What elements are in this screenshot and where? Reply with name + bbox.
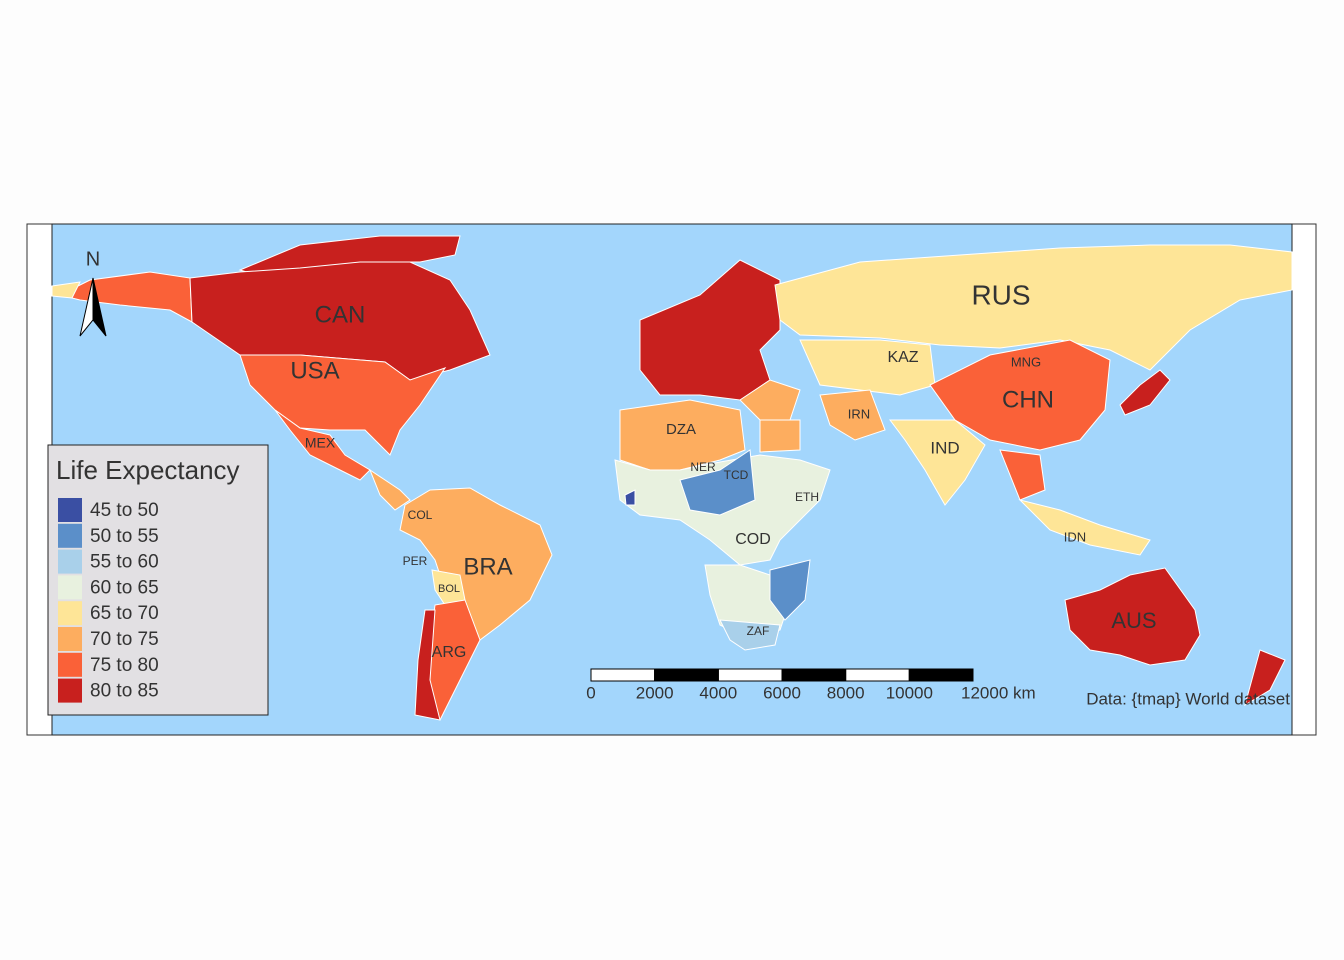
country-label: MEX (305, 435, 336, 451)
country-label: NER (690, 460, 716, 474)
scale-segment (654, 668, 719, 682)
country-label: CAN (315, 301, 366, 328)
country-label: COD (735, 531, 771, 548)
scale-label: 12000 km (961, 683, 1036, 702)
country-label: TCD (724, 468, 749, 482)
legend-swatch (58, 678, 82, 703)
country-labels: CAN USA MEX COL PER BRA BOL ARG RUS KAZ … (290, 279, 1156, 661)
scale-label: 4000 (699, 683, 737, 702)
scale-label: 6000 (763, 683, 801, 702)
scale-label: 0 (586, 683, 595, 702)
country-label: BOL (438, 583, 460, 595)
country-label: DZA (666, 421, 696, 438)
legend-label: 65 to 70 (90, 603, 159, 624)
scale-segment (908, 668, 974, 682)
country-label: ARG (432, 644, 467, 661)
legend-swatch (58, 627, 82, 651)
legend-box (47, 444, 269, 716)
country-label: RUS (971, 279, 1030, 310)
country-label: MNG (1011, 354, 1041, 369)
legend-swatch (58, 601, 82, 626)
scale-label: 10000 (886, 683, 933, 702)
country-label: ETH (795, 490, 819, 504)
scale-segment (781, 668, 847, 682)
legend-label: 50 to 55 (90, 526, 159, 547)
legend-label: 55 to 60 (90, 552, 159, 573)
north-arrow: N (79, 248, 107, 337)
country-label: IRN (848, 406, 870, 421)
country-label: AUS (1111, 608, 1156, 633)
credit: Data: {tmap} World dataset (1086, 689, 1290, 708)
scale-segment (845, 668, 910, 682)
legend-swatch (58, 498, 82, 522)
country-label: COL (408, 508, 433, 522)
legend: Life Expectancy 45 to 50 50 to 55 55 to 60… (47, 444, 269, 716)
country-label: USA (290, 357, 339, 384)
legend-title: Life Expectancy (56, 455, 240, 485)
legend-label: 80 to 85 (90, 681, 159, 702)
scale-segment (717, 668, 783, 682)
legend-swatch (58, 652, 82, 677)
legend-swatch (58, 575, 82, 600)
legend-swatch (58, 523, 82, 548)
country-label: IND (930, 438, 959, 457)
scale-label: 8000 (827, 683, 865, 702)
scale-bar: 0 2000 4000 6000 8000 10000 12000 km (586, 668, 1036, 702)
scale-label: 2000 (636, 683, 674, 702)
country-label: BRA (463, 553, 512, 580)
legend-label: 75 to 80 (90, 655, 159, 676)
legend-swatch (58, 549, 82, 574)
country-label: PER (403, 554, 428, 568)
scale-segment (590, 668, 656, 682)
country-label: ZAF (747, 624, 770, 638)
north-label: N (86, 248, 100, 270)
legend-label: 45 to 50 (90, 500, 159, 521)
country-label: KAZ (887, 349, 918, 366)
legend-label: 70 to 75 (90, 629, 159, 650)
legend-label: 60 to 65 (90, 577, 159, 598)
country-label: CHN (1002, 386, 1054, 413)
country-label: IDN (1064, 529, 1086, 544)
